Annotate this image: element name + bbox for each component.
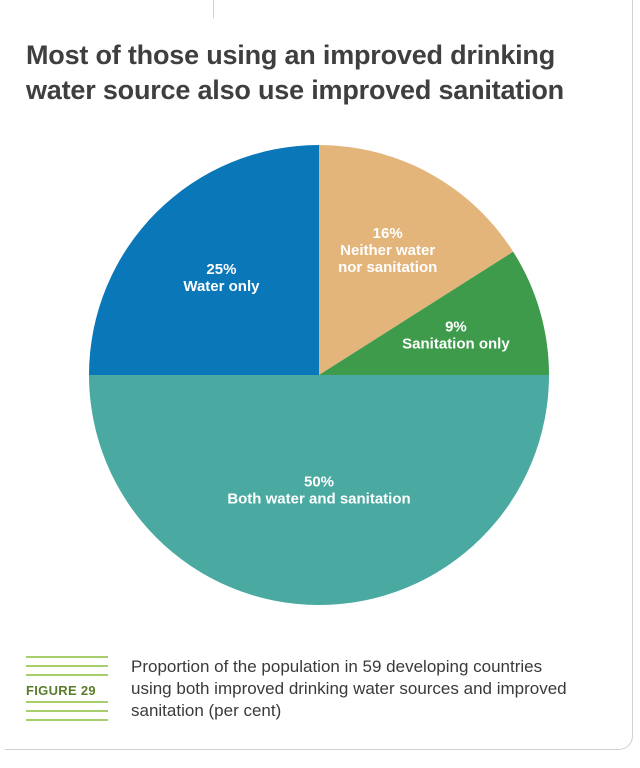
chart-title: Most of those using an improved drinking…	[26, 40, 564, 105]
pie-slice-2-label-line-1: Both water and sanitation	[227, 491, 410, 508]
pie-slice-3-label-line-1: Water only	[183, 278, 260, 295]
pie-slice-3	[89, 145, 319, 375]
pie-slice-1	[319, 251, 549, 375]
pie-slice-2	[89, 375, 549, 605]
figure-label: FIGURE 29	[26, 683, 108, 699]
figure-caption: Proportion of the population in 59 devel…	[131, 657, 567, 720]
frame-divider	[213, 0, 214, 18]
pie-slice-0-label-line-2: nor sanitation	[338, 259, 437, 276]
pie-slice-3-label-line-0: 25%	[206, 261, 236, 278]
pie-slice-1-label-line-1: Sanitation only	[402, 336, 510, 353]
pie-slice-2-label-line-0: 50%	[304, 474, 334, 491]
pie-slice-1-label-line-0: 9%	[445, 319, 467, 336]
pie-slice-0	[319, 145, 514, 375]
pie-slice-0-label-line-0: 16%	[373, 225, 403, 242]
figure-label-rules	[26, 656, 108, 722]
figure-frame	[5, 0, 633, 750]
pie-slice-0-label-line-1: Neither water	[340, 242, 435, 259]
